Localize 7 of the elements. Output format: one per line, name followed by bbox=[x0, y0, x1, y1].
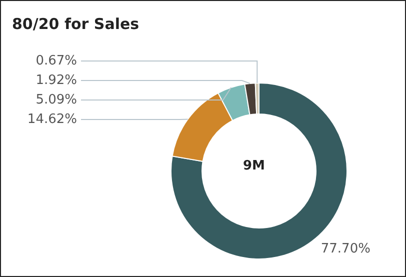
data-label: 0.67% bbox=[36, 54, 77, 68]
data-label: 77.70% bbox=[320, 242, 370, 256]
text: 9M bbox=[243, 158, 265, 174]
data-label: 14.62% bbox=[27, 112, 77, 127]
data-label: 1.92% bbox=[36, 73, 77, 88]
chart-title: 80/20 for Sales bbox=[12, 15, 140, 33]
data-label: 5.09% bbox=[36, 92, 77, 108]
